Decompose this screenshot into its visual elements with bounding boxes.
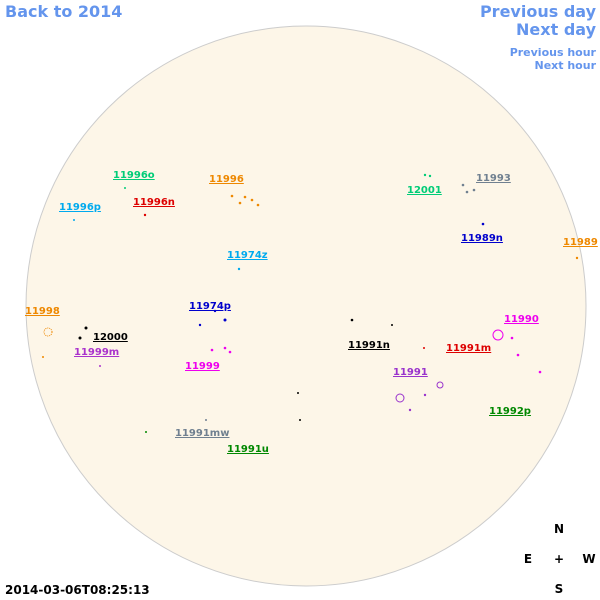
region-label[interactable]: 11991 [393, 367, 428, 378]
previous-hour-link[interactable]: Previous hour [510, 46, 597, 59]
region-label[interactable]: 11991m [446, 343, 491, 354]
region-labels: 11996o 11996n 11996p 11996 12001 11993 1… [25, 170, 598, 455]
timestamp: 2014-03-06T08:25:13 [5, 583, 150, 597]
back-link[interactable]: Back to 2014 [5, 2, 122, 21]
region-label[interactable]: 11991u [227, 444, 269, 455]
region-label[interactable]: 11999m [74, 347, 119, 358]
spots [42, 173, 579, 433]
region-label[interactable]: 11989n [461, 233, 503, 244]
next-hour-link[interactable]: Next hour [535, 59, 597, 72]
region-label[interactable]: 11989 [563, 237, 598, 248]
region-label[interactable]: 11974z [227, 250, 268, 261]
region-label[interactable]: 11999 [185, 361, 220, 372]
compass-north: N [554, 522, 564, 536]
next-day-link[interactable]: Next day [516, 20, 597, 39]
region-label[interactable]: 11992p [489, 406, 531, 417]
region-label[interactable]: 11991mw [175, 428, 229, 439]
previous-day-link[interactable]: Previous day [480, 2, 597, 21]
compass-east: E [524, 552, 532, 566]
region-label[interactable]: 12001 [407, 185, 442, 196]
solar-disk [25, 25, 587, 587]
region-label[interactable]: 11990 [504, 314, 539, 325]
region-label[interactable]: 11996o [113, 170, 155, 181]
region-label[interactable]: 11991n [348, 340, 390, 351]
region-label[interactable]: 11998 [25, 306, 60, 317]
compass-center: + [554, 552, 564, 566]
region-label[interactable]: 11996n [133, 197, 175, 208]
region-label[interactable]: 11996p [59, 202, 101, 213]
compass-west: W [582, 552, 595, 566]
region-label[interactable]: 11996 [209, 174, 244, 185]
region-label[interactable]: 12000 [93, 332, 128, 343]
compass-south: S [555, 582, 564, 596]
region-label[interactable]: 11993 [476, 173, 511, 184]
region-label[interactable]: 11974p [189, 301, 231, 312]
